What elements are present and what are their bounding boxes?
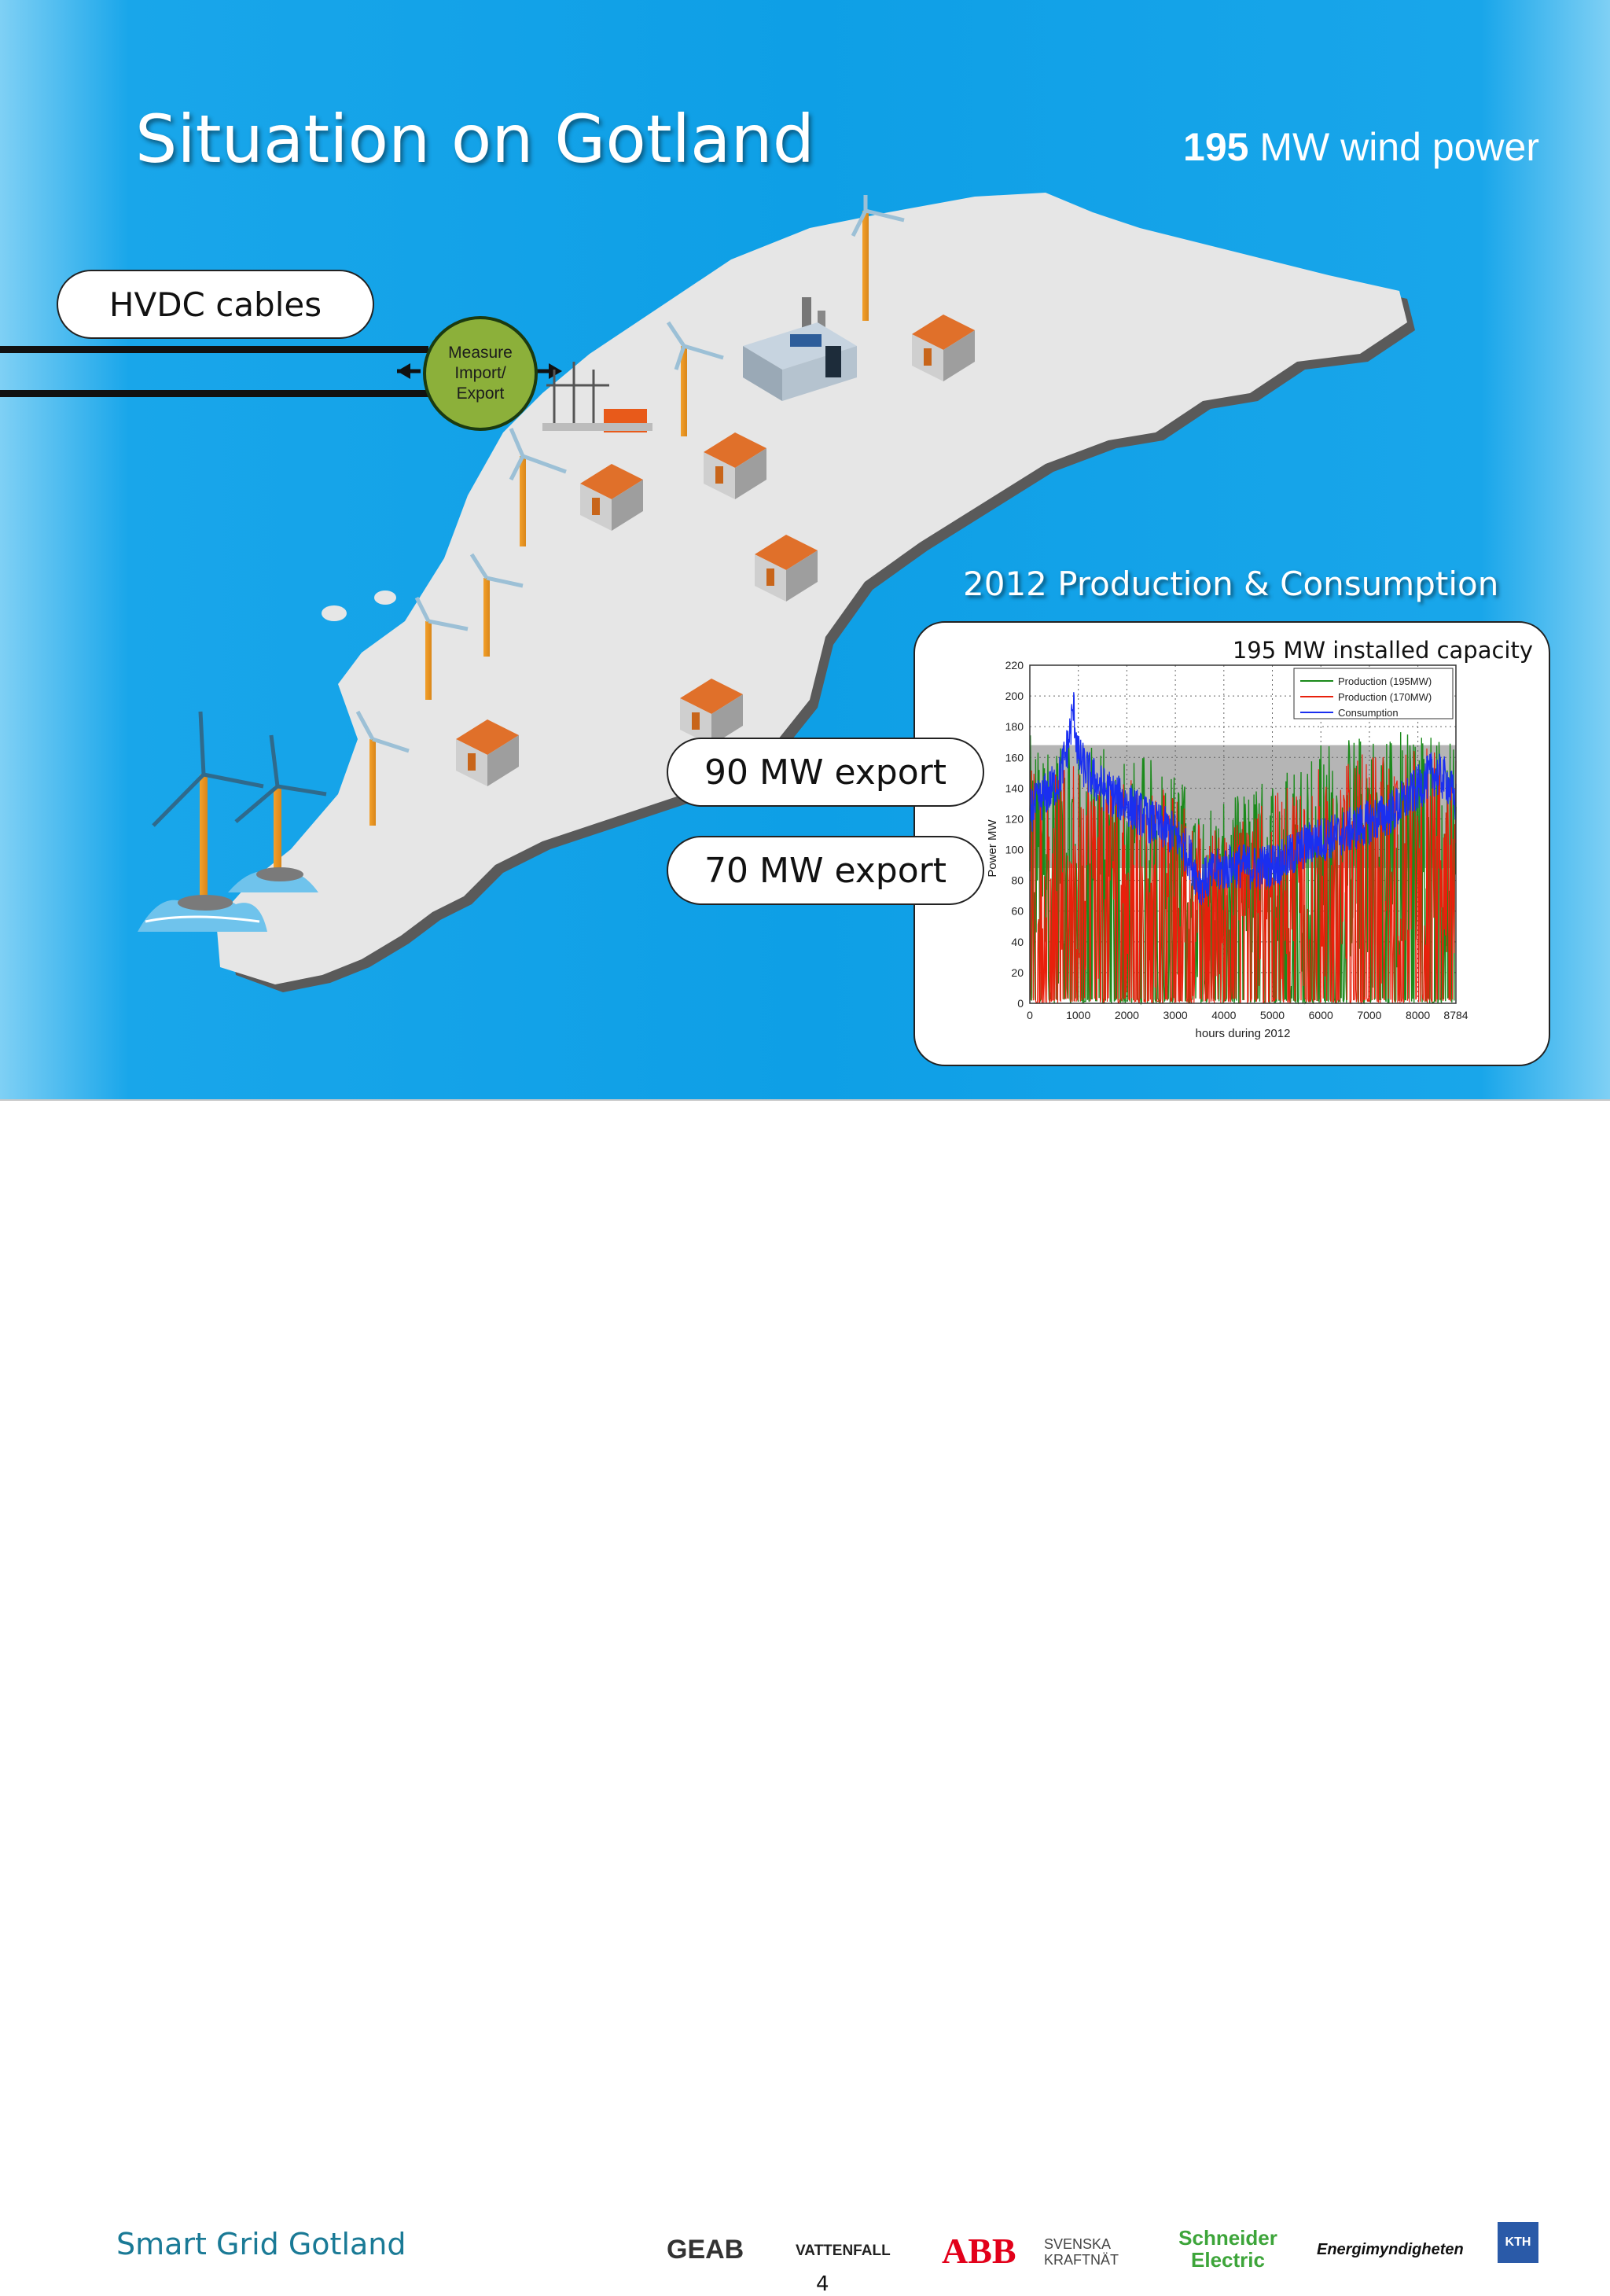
chart-capacity-annotation: 195 MW installed capacity: [1232, 637, 1533, 664]
x-tick-label: 5000: [1260, 1009, 1285, 1021]
legend-box: [1293, 668, 1454, 719]
x-tick-label: 8784: [1443, 1009, 1468, 1021]
chart-section-title: 2012 Production & Consumption: [963, 565, 1499, 603]
logo-geab: GEAB: [667, 2235, 744, 2265]
y-tick-label: 80: [1011, 874, 1024, 887]
offshore-waves: [138, 867, 318, 932]
x-tick-label: 2000: [1115, 1009, 1139, 1021]
wind-power-headline: 195 MW wind power: [1183, 124, 1539, 170]
measure-line-2: Import/: [454, 364, 506, 382]
series-line-production-170mw: [1029, 748, 1457, 1005]
logo-energimyndigheten: Energimyndigheten: [1317, 2241, 1464, 2258]
page-number: 4: [816, 2272, 829, 2296]
series-line-consumption: [1029, 692, 1457, 906]
y-axis-label: Power MW: [986, 819, 999, 877]
logo-svenska-kraftnat: SVENSKA KRAFTNÄT: [1044, 2236, 1119, 2268]
y-tick-label: 160: [1005, 751, 1024, 763]
x-tick-label: 4000: [1211, 1009, 1236, 1021]
footer: Smart Grid Gotland GEAB VATTENFALL ABB S…: [0, 1099, 1610, 2296]
wind-turbines: [152, 195, 905, 900]
chart-plot-frame: [1029, 664, 1457, 1004]
measure-import-export-badge: Measure Import/ Export: [423, 316, 538, 431]
series-line-production-195mw: [1029, 732, 1457, 1006]
legend-label: Production (170MW): [1338, 691, 1432, 703]
legend-label: Production (195MW): [1338, 675, 1432, 687]
y-tick-label: 140: [1005, 782, 1024, 794]
measure-line-1: Measure: [448, 344, 513, 362]
factory-building: [743, 297, 857, 401]
y-tick-label: 200: [1005, 690, 1024, 702]
wind-power-number: 195: [1183, 125, 1249, 169]
x-axis-label: hours during 2012: [1196, 1027, 1291, 1040]
y-tick-label: 60: [1011, 905, 1024, 918]
measure-line-3: Export: [456, 385, 505, 403]
island-land: [216, 193, 1407, 984]
slide-background: Situation on Gotland 195 MW wind power H…: [0, 0, 1610, 1099]
x-tick-label: 6000: [1309, 1009, 1333, 1021]
logo-schneider-electric: Schneider Electric: [1178, 2226, 1277, 2272]
gotland-map-illustration: [0, 193, 1415, 992]
y-tick-label: 20: [1011, 966, 1024, 979]
y-tick-label: 100: [1005, 844, 1024, 856]
x-tick-label: 7000: [1357, 1009, 1381, 1021]
hvdc-cables-label: HVDC cables: [57, 270, 374, 339]
page-title: Situation on Gotland: [135, 101, 815, 178]
y-tick-label: 0: [1017, 997, 1024, 1010]
footer-brand: Smart Grid Gotland: [116, 2227, 406, 2261]
logo-abb: ABB: [942, 2231, 1016, 2271]
y-tick-label: 220: [1005, 659, 1024, 672]
callout-70mw-export: 70 MW export: [667, 836, 984, 905]
x-tick-label: 3000: [1163, 1009, 1188, 1021]
logo-vattenfall: VATTENFALL: [796, 2243, 891, 2259]
y-tick-label: 120: [1005, 812, 1024, 825]
x-tick-label: 1000: [1066, 1009, 1090, 1021]
y-tick-label: 40: [1011, 936, 1024, 948]
production-consumption-chart: 0 20 40 60 80 100 120 140 160 180 200 220 0 1000 2000 3…: [986, 659, 1468, 1040]
x-tick-label: 0: [1027, 1009, 1033, 1021]
chart-panel: 195 MW installed capacity 0 20 40 60 80 100 12…: [913, 621, 1550, 1066]
y-tick-label: 180: [1005, 720, 1024, 733]
callout-90mw-export: 90 MW export: [667, 738, 984, 807]
logo-kth: KTH: [1498, 2222, 1538, 2263]
hvdc-cables: [0, 346, 562, 397]
legend-label: Consumption: [1338, 707, 1399, 719]
substation: [542, 362, 652, 432]
x-tick-label: 8000: [1406, 1009, 1430, 1021]
wind-power-text: MW wind power: [1248, 125, 1539, 169]
houses: [456, 315, 975, 786]
